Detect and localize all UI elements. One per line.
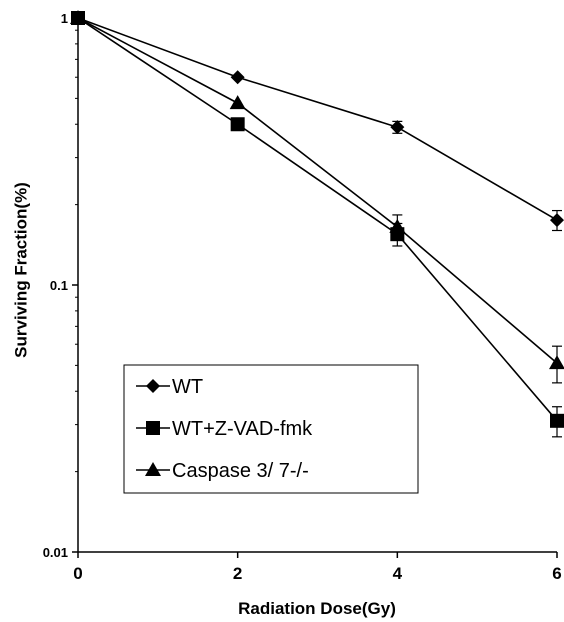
legend-label: Caspase 3/ 7-/- [172, 460, 309, 482]
data-point [390, 120, 405, 135]
legend-marker [146, 379, 160, 393]
data-point [229, 95, 246, 110]
series-triangle [70, 10, 564, 384]
y-tick-label: 0.01 [43, 545, 68, 560]
series-diamond [71, 11, 564, 232]
series-line [77, 17, 558, 221]
legend-label: WT+Z-VAD-fmk [172, 418, 313, 440]
data-point [389, 218, 406, 233]
series-line [77, 17, 558, 422]
y-tick-label: 0.1 [50, 278, 68, 293]
legend: WT WT+Z-VAD-fmk Caspase 3/ 7-/- [136, 376, 313, 482]
legend-label: WT [172, 376, 203, 398]
data-point [550, 213, 564, 228]
data-point [550, 413, 564, 428]
legend-marker [145, 462, 161, 476]
x-tick-label: 0 [73, 564, 82, 583]
x-tick-label: 2 [233, 564, 242, 583]
y-axis-title: Surviving Fraction(%) [11, 182, 30, 358]
legend-box [123, 364, 419, 494]
x-axis-title: Radiation Dose(Gy) [238, 599, 396, 618]
data-point [70, 10, 86, 24]
x-tick-label: 6 [552, 564, 561, 583]
legend-marker [146, 421, 160, 435]
plot-layer: 0 2 4 6 0.01 0.1 1 [43, 10, 564, 583]
y-tick-label: 1 [61, 11, 68, 26]
data-point [230, 70, 245, 85]
series-line [77, 17, 558, 364]
data-point [549, 355, 564, 370]
x-tick-label: 4 [393, 564, 403, 583]
data-point [230, 117, 245, 132]
